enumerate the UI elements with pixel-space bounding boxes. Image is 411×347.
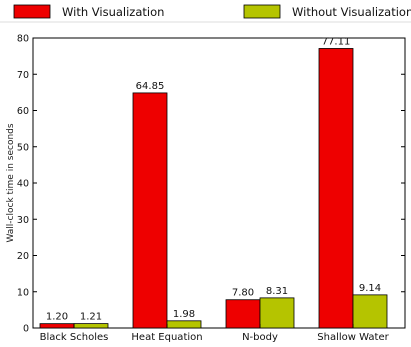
- legend-label-1: With Visualization: [62, 5, 164, 19]
- x-tick-label: Shallow Water: [317, 332, 389, 343]
- x-tick-label: Heat Equation: [131, 332, 202, 343]
- data-label: 77.11: [322, 36, 351, 47]
- data-label: 64.85: [136, 81, 165, 92]
- bar-with-vis-4: [318, 48, 354, 329]
- chart-legend: With Visualization Without Visualization: [0, 4, 411, 23]
- y-tick-label: 60: [17, 106, 29, 117]
- y-tick-label: 80: [17, 34, 29, 45]
- legend-swatch-2: [243, 4, 281, 19]
- bar-with-vis-1: [39, 323, 75, 329]
- data-label: 1.98: [173, 309, 195, 320]
- data-label: 8.31: [266, 286, 288, 297]
- y-tick-label: 0: [23, 324, 29, 335]
- bar-without-vis-2: [166, 320, 202, 329]
- data-label: 1.20: [46, 312, 68, 323]
- bar-with-vis-2: [132, 92, 168, 329]
- bar-with-vis-3: [225, 299, 261, 329]
- plot-area: 0 10 20 30 40 50 60 70 80 Wall-clock time in seco…: [6, 34, 406, 343]
- data-label: 9.14: [359, 283, 381, 294]
- bar-without-vis-3: [259, 297, 295, 329]
- y-axis-label: Wall-clock time in seconds: [6, 123, 16, 242]
- x-tick-label: N-body: [242, 332, 278, 343]
- y-tick-label: 70: [17, 70, 29, 81]
- x-tick-label: Black Scholes: [40, 332, 109, 343]
- y-tick-label: 10: [17, 287, 29, 298]
- legend-label-2: Without Visualization: [292, 5, 411, 19]
- bar-without-vis-1: [73, 323, 109, 329]
- y-tick-label: 20: [17, 251, 29, 262]
- data-label: 7.80: [232, 288, 254, 299]
- y-tick-label: 40: [17, 179, 29, 190]
- y-tick-label: 50: [17, 142, 29, 153]
- y-tick-label: 30: [17, 215, 29, 226]
- legend-swatch-1: [13, 4, 51, 19]
- bar-without-vis-4: [352, 294, 388, 329]
- data-label: 1.21: [80, 312, 102, 323]
